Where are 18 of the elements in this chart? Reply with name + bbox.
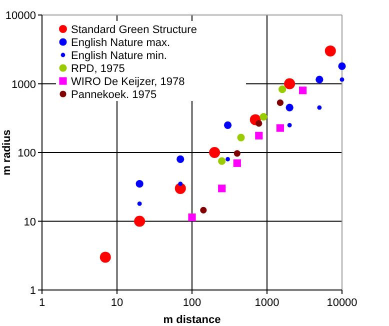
y-tick-label: 10 [24, 216, 36, 228]
legend-label: English Nature max. [71, 37, 170, 49]
legend-label: WIRO De Keijzer, 1978 [71, 76, 185, 88]
legend-label: RPD, 1975 [71, 63, 125, 75]
y-axis-title: m radius [1, 130, 13, 176]
y-tick-label: 1 [30, 285, 36, 297]
legend-label: English Nature min. [71, 50, 167, 62]
x-tick-label: 1 [38, 297, 46, 309]
y-tick-label: 100 [18, 148, 36, 160]
y-tick-label: 1000 [12, 78, 36, 91]
legend-label: Standard Green Structure [71, 24, 197, 36]
x-axis-title: m distance [163, 314, 221, 326]
legend-label: Pannekoek. 1975 [71, 89, 157, 101]
x-tick-label: 100 [182, 297, 202, 309]
x-tick-label: 1000 [254, 297, 280, 309]
x-tick-label: 10 [110, 297, 124, 309]
x-tick-label: 10000 [326, 297, 358, 309]
y-tick-label: 10000 [5, 10, 36, 22]
